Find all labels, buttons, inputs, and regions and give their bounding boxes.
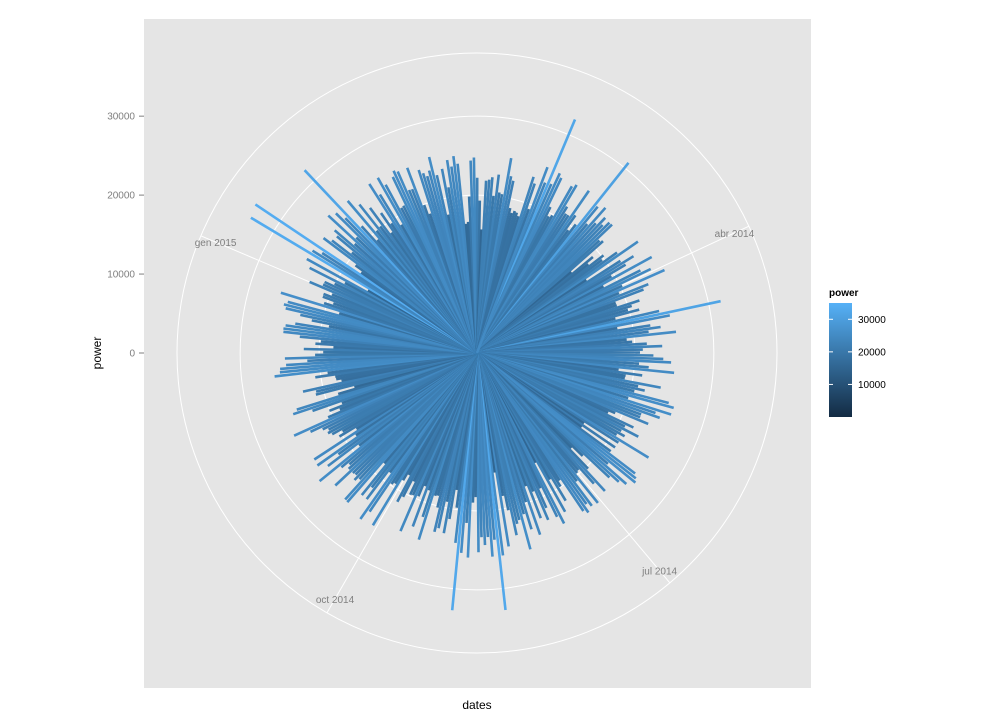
y-tick-label: 30000 [107, 112, 135, 123]
legend-title: power [829, 288, 859, 299]
x-axis-title: dates [462, 698, 491, 712]
grid-circle-3 [239, 115, 715, 591]
legend-label: 30000 [858, 315, 886, 326]
legend-label: 10000 [858, 380, 886, 391]
theta-label: gen 2015 [195, 238, 237, 249]
theta-label: abr 2014 [715, 229, 755, 240]
y-tick-label: 10000 [107, 270, 135, 281]
grid-circle-outer [176, 52, 778, 654]
bars-layer [250, 118, 721, 611]
legend-label: 20000 [858, 347, 886, 358]
y-tick-label: 0 [129, 349, 135, 360]
theta-label: jul 2014 [641, 567, 677, 578]
y-axis-title: power [90, 337, 104, 370]
legend-colorbar [829, 303, 852, 417]
legend: power 10000 20000 30000 [829, 288, 886, 417]
y-tick-label: 20000 [107, 191, 135, 202]
bar [475, 166, 549, 354]
legend-ticks: 10000 20000 30000 [829, 315, 886, 391]
y-axis: 0 10000 20000 30000 [107, 112, 144, 360]
theta-label: oct 2014 [316, 595, 355, 606]
theta-axis-labels: abr 2014 jul 2014 oct 2014 gen 2015 [195, 229, 755, 606]
